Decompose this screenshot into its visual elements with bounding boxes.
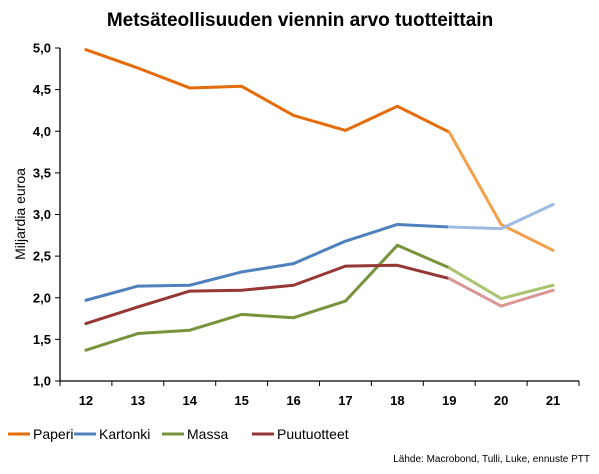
data-point: [240, 313, 244, 316]
axes: [59, 48, 579, 382]
data-point: [344, 299, 347, 303]
chart-title: Metsäteollisuuden viennin arvo tuotteitt…: [107, 10, 493, 31]
series-line-puutuotteet: [84, 263, 451, 326]
x-tick-label: 18: [390, 393, 404, 408]
data-point: [188, 328, 192, 332]
data-point: [84, 48, 88, 52]
source-note: Lähde: Macrobond, Tulli, Luke, ennuste P…: [393, 454, 590, 465]
x-tick-label: 21: [546, 393, 560, 408]
series-forecast-paperi: [447, 130, 555, 252]
data-point: [84, 348, 88, 352]
y-tick-label: 5,0: [33, 41, 51, 56]
x-tick-labels: 12 13 14 15 16 17 18 19 20 21: [59, 381, 580, 408]
data-point: [499, 227, 503, 231]
legend-label: Paperi: [33, 426, 73, 442]
data-point: [84, 322, 88, 325]
data-point: [240, 84, 244, 88]
y-tick-label: 4,5: [33, 82, 51, 97]
data-point: [395, 263, 399, 267]
y-tick-label: 3,5: [33, 165, 51, 180]
series-line-kartonki: [84, 222, 451, 302]
data-point: [136, 66, 140, 70]
y-axis-label: Miljardia euroa: [12, 168, 28, 260]
data-point: [499, 297, 503, 300]
data-point: [551, 283, 555, 287]
data-point: [447, 277, 451, 281]
data-point: [447, 130, 451, 134]
data-point: [136, 305, 140, 309]
data-point: [499, 304, 503, 308]
data-point: [551, 248, 555, 252]
x-tick-label: 15: [234, 393, 248, 408]
data-point: [240, 288, 244, 292]
y-tick-label: 3,0: [33, 207, 51, 222]
series-lines: [84, 48, 555, 352]
data-point: [292, 114, 295, 117]
legend: Paperi Kartonki Massa Puutuotteet: [8, 426, 349, 442]
data-point: [447, 266, 451, 270]
data-point: [292, 283, 295, 287]
data-point: [188, 289, 192, 293]
data-point: [499, 223, 503, 226]
data-point: [551, 203, 555, 206]
y-tick-labels: 1,0 1,5 2,0 2,5 3,0 3,5 4,0 4,5 5,0: [33, 41, 60, 389]
data-point: [344, 239, 347, 243]
data-point: [292, 262, 295, 266]
data-point: [188, 86, 192, 90]
data-point: [136, 284, 140, 288]
y-tick-label: 1,5: [33, 332, 51, 347]
x-tick-label: 13: [131, 393, 145, 408]
series-line-massa: [84, 243, 451, 352]
series-line-paperi: [84, 48, 451, 134]
legend-label: Massa: [187, 426, 228, 442]
legend-label: Puutuotteet: [277, 426, 349, 442]
data-point: [344, 129, 347, 132]
legend-label: Kartonki: [99, 426, 150, 442]
data-point: [188, 283, 192, 287]
data-point: [395, 104, 399, 108]
x-tick-label: 16: [286, 393, 300, 408]
data-point: [551, 288, 555, 292]
x-tick-label: 20: [494, 393, 508, 408]
data-point: [344, 264, 347, 268]
data-point: [136, 332, 140, 335]
x-tick-label: 14: [183, 393, 198, 408]
data-point: [84, 298, 88, 302]
x-tick-label: 12: [79, 393, 93, 408]
data-point: [395, 243, 399, 247]
y-tick-label: 2,5: [33, 249, 51, 264]
y-tick-label: 4,0: [33, 124, 51, 139]
data-point: [447, 225, 451, 229]
data-point: [240, 270, 244, 274]
data-point: [395, 223, 399, 226]
y-tick-label: 2,0: [33, 290, 51, 305]
series-forecast-puutuotteet: [447, 277, 555, 308]
x-tick-label: 19: [442, 393, 456, 408]
data-point: [292, 316, 295, 320]
x-tick-label: 17: [338, 393, 352, 408]
y-tick-label: 1,0: [33, 374, 51, 389]
